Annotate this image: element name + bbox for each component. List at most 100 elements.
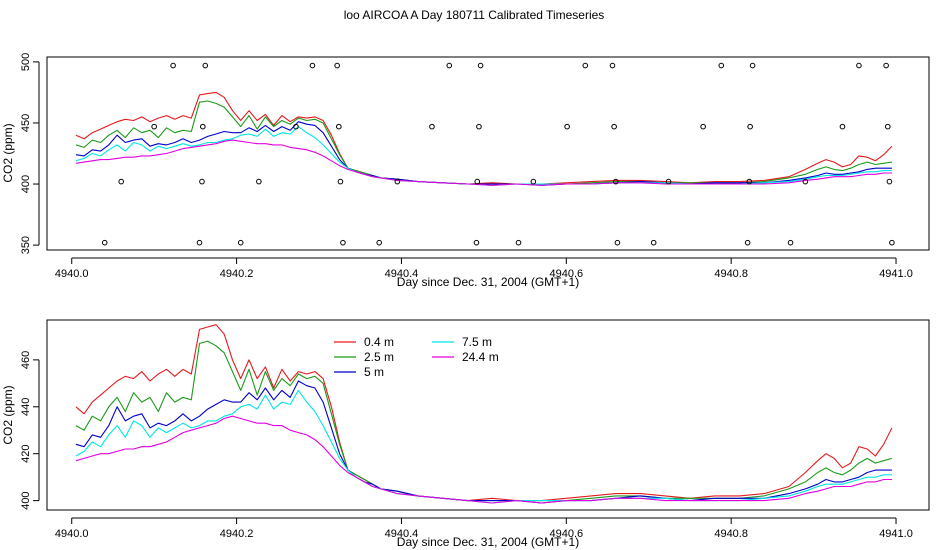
- calibration-point: [309, 62, 316, 69]
- calibration-point: [530, 178, 537, 185]
- calibration-point: [665, 178, 672, 185]
- calibration-point: [376, 239, 382, 246]
- top-y-axis: 350 400 450 500: [20, 53, 40, 254]
- calibration-point: [334, 62, 340, 69]
- bottom-series-2-5-m: [75, 340, 893, 502]
- legend: 0.4 m2.5 m5 m 7.5 m24.4 m: [334, 335, 499, 379]
- legend-label: 0.4 m: [364, 335, 394, 349]
- top-x-tick-label: 4940.8: [714, 268, 748, 280]
- bottom-x-tick-label: 4940.0: [55, 528, 89, 540]
- calibration-point: [883, 62, 889, 69]
- chart-title: loo AIRCOA A Day 180711 Calibrated Times…: [344, 8, 605, 22]
- top-y-tick-label: 350: [20, 236, 32, 254]
- top-x-tick-label: 4940.2: [220, 268, 254, 280]
- top-series-7-5-m: [75, 126, 892, 186]
- bottom-x-axis: 4940.0 4940.2 4940.4 4940.6 4940.8 4941.0: [55, 517, 913, 540]
- top-y-tick-label: 400: [20, 175, 32, 193]
- top-y-tick-label: 450: [20, 114, 32, 132]
- bottom-y-axis-label: CO2 (ppm): [1, 385, 15, 444]
- bottom-plot-frame: [46, 319, 930, 511]
- calibration-point: [337, 178, 344, 185]
- legend-label: 24.4 m: [462, 350, 499, 364]
- calibration-point: [170, 62, 176, 69]
- calibration-point: [746, 178, 753, 185]
- calibration-point: [118, 178, 124, 185]
- calibration-point: [101, 239, 108, 246]
- bottom-x-axis-label: Day since Dec. 31, 2004 (GMT+1): [397, 535, 579, 549]
- calibration-point: [614, 239, 621, 246]
- calibration-point: [446, 62, 453, 69]
- calibration-point: [477, 62, 484, 69]
- calibration-point: [199, 178, 205, 185]
- top-x-tick-label: 4941.0: [879, 268, 913, 280]
- calibration-point: [293, 123, 299, 130]
- top-x-tick-label: 4940.0: [55, 268, 89, 280]
- bottom-y-tick-label: 460: [20, 351, 32, 369]
- bottom-y-tick-label: 440: [20, 398, 32, 416]
- calibration-point: [611, 123, 617, 130]
- calibration-point: [336, 123, 342, 130]
- bottom-y-tick-label: 420: [20, 445, 32, 463]
- bottom-x-tick-label: 4940.8: [714, 528, 748, 540]
- top-plot-frame: [46, 56, 930, 251]
- legend-item-7-5-m: 7.5 m: [432, 335, 492, 349]
- top-x-axis: 4940.0 4940.2 4940.4 4940.6 4940.8 4941.0: [55, 257, 913, 280]
- legend-item-0-4-m: 0.4 m: [334, 335, 394, 349]
- calibration-point: [476, 123, 482, 130]
- calibration-point: [856, 62, 862, 69]
- legend-item-24-4-m: 24.4 m: [432, 350, 499, 364]
- calibration-point: [394, 178, 401, 185]
- calibration-point: [747, 123, 753, 130]
- calibration-point: [515, 239, 522, 246]
- bottom-y-tick-label: 400: [20, 491, 32, 509]
- legend-label: 5 m: [364, 365, 384, 379]
- bottom-series-5-m: [75, 380, 892, 504]
- calibration-point: [582, 62, 589, 69]
- calibration-point: [256, 178, 262, 185]
- calibration-point: [884, 123, 891, 130]
- calibration-point: [473, 239, 480, 246]
- top-x-tick-label: 4940.6: [549, 268, 583, 280]
- calibration-point: [700, 123, 706, 130]
- top-points-group: [101, 62, 895, 246]
- bottom-x-tick-label: 4940.6: [549, 528, 583, 540]
- top-x-axis-label: Day since Dec. 31, 2004 (GMT+1): [397, 275, 579, 289]
- calibration-point: [202, 62, 209, 69]
- bottom-series-group: [75, 324, 893, 504]
- calibration-point: [718, 62, 725, 69]
- calibration-point: [340, 239, 346, 246]
- bottom-y-axis: 400 420 440 460: [20, 351, 40, 510]
- calibration-point: [839, 123, 846, 130]
- top-series-group: [75, 91, 893, 186]
- calibration-point: [151, 123, 157, 130]
- top-series-24-4-m: [75, 139, 892, 186]
- top-series-2-5-m: [75, 100, 892, 185]
- legend-item-2-5-m: 2.5 m: [334, 350, 394, 364]
- calibration-point: [749, 62, 756, 69]
- calibration-point: [787, 239, 794, 246]
- calibration-point: [199, 123, 206, 130]
- calibration-point: [889, 239, 895, 246]
- calibration-point: [609, 62, 616, 69]
- calibration-point: [802, 178, 809, 185]
- legend-label: 7.5 m: [462, 335, 492, 349]
- bottom-x-tick-label: 4940.4: [385, 528, 419, 540]
- bottom-x-tick-label: 4941.0: [879, 528, 913, 540]
- bottom-x-tick-label: 4940.2: [220, 528, 254, 540]
- calibration-point: [650, 239, 657, 246]
- calibration-point: [886, 178, 893, 185]
- calibration-point: [564, 123, 570, 130]
- calibration-point: [474, 178, 481, 185]
- top-y-tick-label: 500: [20, 53, 32, 71]
- bottom-series-7-5-m: [75, 389, 892, 504]
- calibration-point: [196, 239, 203, 246]
- legend-label: 2.5 m: [364, 350, 394, 364]
- bottom-panel: 4940.0 4940.2 4940.4 4940.6 4940.8 4941.0 400…: [1, 319, 930, 549]
- top-panel: 4940.0 4940.2 4940.4 4940.6 4940.8 4941.0 350…: [1, 53, 930, 289]
- calibration-point: [744, 239, 751, 246]
- calibration-point: [237, 239, 244, 246]
- top-series-5-m: [75, 121, 892, 186]
- top-y-axis-label: CO2 (ppm): [1, 123, 15, 182]
- bottom-series-24-4-m: [75, 415, 892, 504]
